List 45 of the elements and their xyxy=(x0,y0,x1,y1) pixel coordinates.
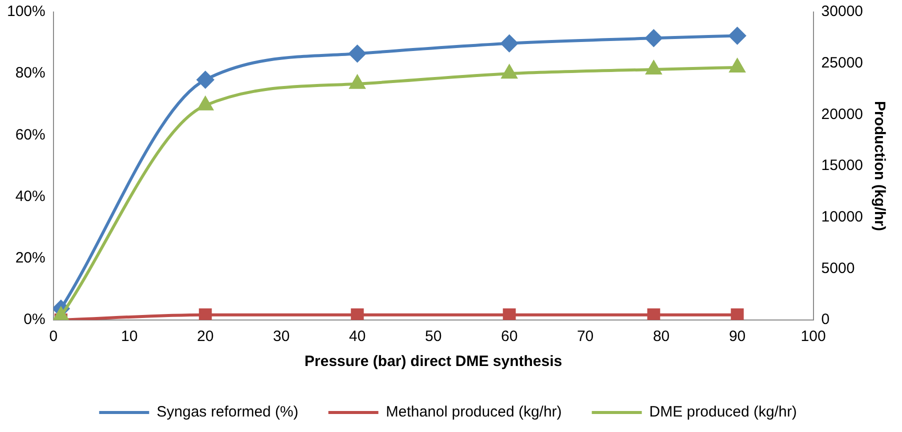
point xyxy=(348,45,366,62)
y2-axis-title: Production (kg/hr) xyxy=(870,101,888,231)
point xyxy=(502,308,516,320)
point xyxy=(53,307,69,320)
y-tick-label: 100% xyxy=(6,3,46,20)
x-axis-title: Pressure (bar) direct DME synthesis xyxy=(304,353,562,370)
legend-label: DME produced (kg/hr) xyxy=(649,404,797,421)
x-tick-label: 50 xyxy=(424,328,442,346)
point xyxy=(500,34,518,52)
legend-label: Methanol produced (kg/hr) xyxy=(386,404,562,421)
point xyxy=(196,71,214,88)
x-tick-label: 70 xyxy=(576,328,594,346)
y2-tick-label: 0 xyxy=(821,311,830,328)
point xyxy=(198,96,213,110)
x-tick-label: 40 xyxy=(348,328,366,346)
y-tick-label: 80% xyxy=(15,64,46,82)
point xyxy=(645,30,662,47)
y2-tick-label: 5000 xyxy=(821,260,855,277)
y2-tick-label: 25000 xyxy=(821,54,864,72)
x-tick-label: 60 xyxy=(500,328,518,346)
y-tick-label: 0% xyxy=(24,311,46,328)
point xyxy=(198,308,212,320)
point xyxy=(502,65,517,79)
x-tick-label: 100 xyxy=(800,328,826,346)
y2-tick-label: 20000 xyxy=(821,106,864,123)
point xyxy=(647,308,660,320)
point xyxy=(350,308,364,320)
point xyxy=(350,75,365,89)
point xyxy=(646,60,662,74)
point xyxy=(730,308,744,320)
y2-tick-label: 10000 xyxy=(821,208,864,226)
y-tick-label: 20% xyxy=(15,250,46,267)
x-tick-label: 10 xyxy=(121,328,138,346)
legend-label: Syngas reformed (%) xyxy=(156,404,298,421)
y-tick-label: 40% xyxy=(15,188,46,205)
x-tick-label: 20 xyxy=(197,328,214,346)
x-tick-label: 80 xyxy=(652,328,670,346)
y-tick-label: 60% xyxy=(15,126,46,144)
x-tick-label: 30 xyxy=(273,328,290,346)
point xyxy=(728,27,746,44)
point xyxy=(730,58,745,72)
y2-tick-label: 30000 xyxy=(821,3,864,20)
x-tick-label: 0 xyxy=(49,328,58,346)
y2-tick-label: 15000 xyxy=(821,157,864,174)
x-tick-label: 90 xyxy=(728,328,746,346)
